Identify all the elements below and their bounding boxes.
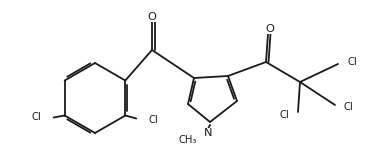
Text: Cl: Cl <box>32 112 42 122</box>
Text: N: N <box>204 128 212 138</box>
Text: CH₃: CH₃ <box>178 135 197 145</box>
Text: Cl: Cl <box>148 115 158 125</box>
Text: O: O <box>266 24 274 34</box>
Text: Cl: Cl <box>344 102 354 112</box>
Text: O: O <box>147 12 157 22</box>
Text: Cl: Cl <box>279 110 289 120</box>
Text: Cl: Cl <box>347 57 357 67</box>
